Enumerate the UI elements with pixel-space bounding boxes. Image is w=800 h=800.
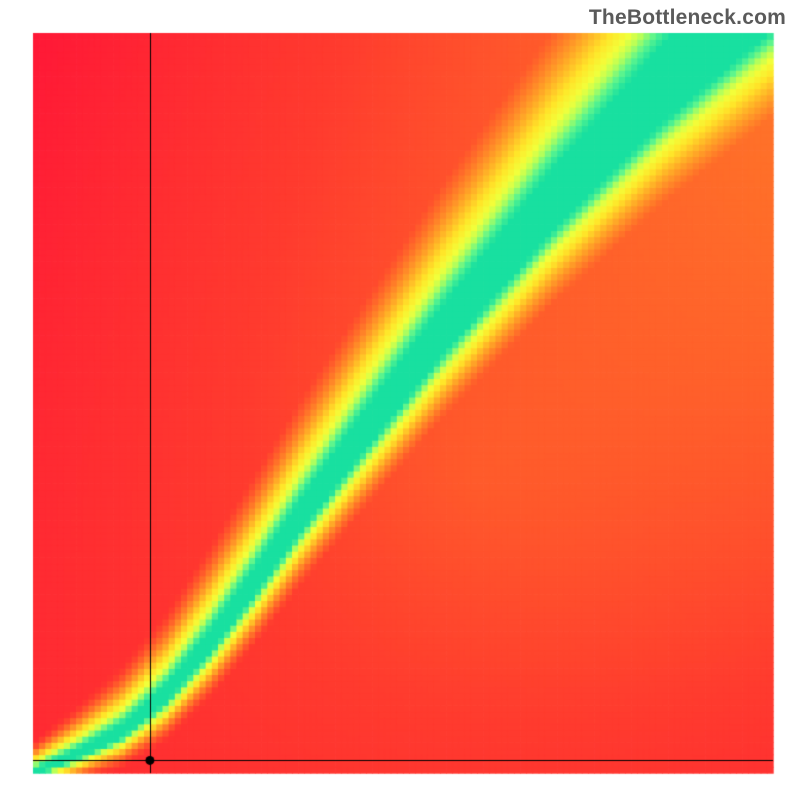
attribution-label: TheBottleneck.com bbox=[589, 6, 786, 30]
heatmap-canvas bbox=[0, 0, 800, 800]
chart-container: TheBottleneck.com bbox=[0, 0, 800, 800]
